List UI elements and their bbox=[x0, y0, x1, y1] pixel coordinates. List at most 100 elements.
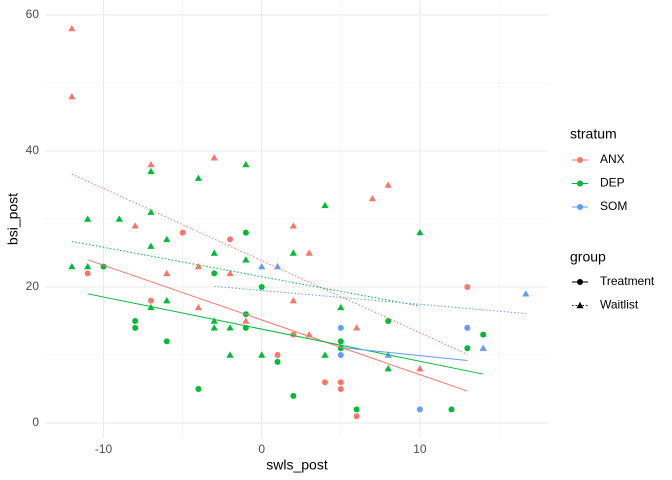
point bbox=[289, 297, 297, 304]
legend-label: SOM bbox=[600, 199, 627, 213]
y-tick-label: 0 bbox=[32, 415, 39, 429]
point bbox=[289, 222, 297, 229]
point bbox=[163, 269, 171, 277]
x-tick-label: 0 bbox=[258, 442, 265, 456]
point bbox=[305, 249, 313, 256]
point bbox=[147, 297, 154, 304]
point bbox=[273, 263, 282, 270]
point bbox=[68, 92, 76, 100]
point bbox=[576, 301, 584, 309]
point bbox=[258, 284, 265, 291]
legend-label: ANX bbox=[600, 152, 625, 166]
point bbox=[163, 338, 170, 345]
point bbox=[321, 201, 329, 209]
fit-line bbox=[87, 293, 484, 375]
point bbox=[577, 279, 583, 285]
point bbox=[84, 263, 92, 270]
point bbox=[577, 180, 583, 187]
point bbox=[242, 256, 250, 263]
y-tick-label: 40 bbox=[26, 143, 40, 157]
point bbox=[337, 303, 345, 311]
point bbox=[163, 297, 171, 304]
x-tick-label: 10 bbox=[413, 442, 427, 456]
point bbox=[147, 208, 155, 215]
point bbox=[68, 263, 76, 270]
point bbox=[131, 222, 139, 229]
point bbox=[258, 351, 266, 358]
y-tick-label: 60 bbox=[26, 7, 40, 21]
point bbox=[226, 269, 234, 277]
point bbox=[384, 181, 392, 188]
point bbox=[464, 345, 471, 352]
point bbox=[290, 392, 297, 399]
point bbox=[274, 352, 281, 359]
point bbox=[227, 236, 234, 243]
point bbox=[337, 338, 344, 345]
legend-label: DEP bbox=[600, 176, 625, 190]
point bbox=[577, 204, 583, 210]
point bbox=[147, 167, 155, 175]
point bbox=[353, 413, 360, 420]
point bbox=[242, 317, 250, 324]
point bbox=[464, 284, 471, 291]
point bbox=[464, 324, 471, 331]
point bbox=[210, 249, 218, 256]
fit-line bbox=[340, 347, 468, 361]
point bbox=[226, 351, 234, 358]
point bbox=[337, 352, 344, 359]
point bbox=[179, 229, 186, 236]
point bbox=[211, 270, 218, 277]
fit-line bbox=[214, 285, 526, 315]
point bbox=[163, 235, 171, 243]
point bbox=[353, 406, 360, 413]
point bbox=[274, 358, 281, 365]
point bbox=[194, 263, 203, 270]
fit-line bbox=[71, 173, 468, 355]
point bbox=[337, 379, 344, 386]
x-axis-title: swls_post bbox=[266, 457, 328, 473]
y-tick-label: 20 bbox=[26, 279, 40, 293]
point bbox=[353, 324, 361, 331]
fit-line bbox=[87, 259, 468, 392]
legend-label: Waitlist bbox=[600, 298, 639, 312]
point bbox=[480, 331, 487, 338]
point bbox=[194, 174, 203, 181]
point bbox=[210, 317, 218, 324]
point bbox=[577, 157, 583, 163]
point bbox=[337, 324, 344, 331]
legend-title: group bbox=[570, 249, 606, 265]
point bbox=[226, 324, 234, 331]
point bbox=[522, 290, 530, 297]
point bbox=[368, 194, 377, 202]
point bbox=[479, 344, 487, 351]
point bbox=[195, 386, 202, 393]
point bbox=[416, 229, 424, 236]
point bbox=[132, 318, 139, 325]
legend-title: stratum bbox=[570, 126, 617, 142]
point bbox=[115, 215, 123, 222]
point bbox=[321, 351, 329, 358]
point bbox=[258, 263, 266, 270]
point bbox=[448, 406, 455, 413]
point bbox=[194, 303, 203, 311]
legend-label: Treatment bbox=[600, 274, 655, 288]
point bbox=[84, 270, 91, 277]
point bbox=[416, 365, 424, 372]
point bbox=[321, 379, 328, 386]
point bbox=[84, 215, 92, 222]
point bbox=[210, 154, 218, 161]
point bbox=[384, 365, 392, 372]
y-axis-title: bsi_post bbox=[5, 193, 21, 245]
point bbox=[289, 249, 297, 256]
point bbox=[147, 242, 155, 249]
point bbox=[68, 24, 76, 32]
fit-line bbox=[71, 240, 420, 307]
point bbox=[147, 160, 155, 168]
point bbox=[416, 406, 423, 413]
point bbox=[337, 386, 344, 393]
grid bbox=[45, 0, 548, 438]
point bbox=[242, 229, 249, 236]
x-tick-label: -10 bbox=[95, 442, 113, 456]
point bbox=[132, 324, 139, 331]
